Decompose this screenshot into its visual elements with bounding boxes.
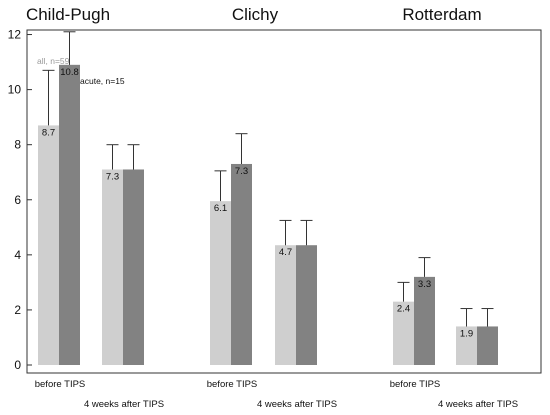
bar-value-label: 4.7 [279, 247, 292, 258]
group-title: Clichy [232, 5, 279, 24]
y-tick-label: 10 [8, 83, 22, 97]
group-title: Child-Pugh [26, 5, 110, 24]
bar-all [393, 301, 414, 365]
bar-value-label: 2.4 [397, 304, 410, 315]
x-category-label: before TIPS [207, 379, 258, 390]
y-tick-label: 0 [14, 358, 21, 372]
plot-frame [26, 29, 542, 374]
bar-acute [123, 169, 144, 365]
bar-value-label: 6.1 [214, 203, 227, 214]
group-title: Rotterdam [402, 5, 481, 24]
bar-value-label: 7.3 [106, 171, 119, 182]
bar-value-label: 7.3 [235, 166, 248, 177]
y-tick-label: 12 [8, 28, 22, 42]
y-tick-label: 4 [14, 248, 21, 262]
x-category-labels: before TIPS 4 weeks after TIPS before TIPS… [35, 379, 518, 410]
bar-all [102, 169, 123, 365]
bar-value-label: 8.7 [42, 127, 55, 138]
group-titles: Child-Pugh Clichy Rotterdam [26, 5, 482, 24]
y-tick-label: 2 [14, 303, 21, 317]
y-tick-label: 6 [14, 193, 21, 207]
bar-all [38, 125, 59, 366]
bar-value-label: 1.9 [460, 328, 473, 339]
y-tick-label: 8 [14, 138, 21, 152]
x-category-label: before TIPS [35, 379, 86, 390]
bar-acute [59, 64, 80, 365]
bar-acute [231, 163, 252, 365]
legend-all-label: all, n=59 [37, 56, 70, 66]
x-category-label: 4 weeks after TIPS [257, 399, 337, 410]
value-labels: 8.7 10.8 7.3 6.1 7.3 4.7 2.4 3.3 1.9 [42, 67, 473, 340]
legend-acute-label: acute, n=15 [80, 76, 125, 86]
bar-acute [296, 245, 317, 365]
x-category-label: 4 weeks after TIPS [84, 399, 164, 410]
bar-all [456, 326, 477, 365]
bar-acute [477, 326, 498, 365]
y-axis: 0 2 4 6 8 10 12 [8, 28, 32, 372]
x-category-label: 4 weeks after TIPS [438, 399, 518, 410]
bar-value-label: 10.8 [60, 67, 79, 78]
bar-all [210, 201, 231, 365]
bar-value-label: 3.3 [418, 279, 431, 290]
bars [38, 31, 498, 366]
x-category-label: before TIPS [390, 379, 441, 390]
bar-acute [414, 276, 435, 365]
bar-all [275, 245, 296, 365]
